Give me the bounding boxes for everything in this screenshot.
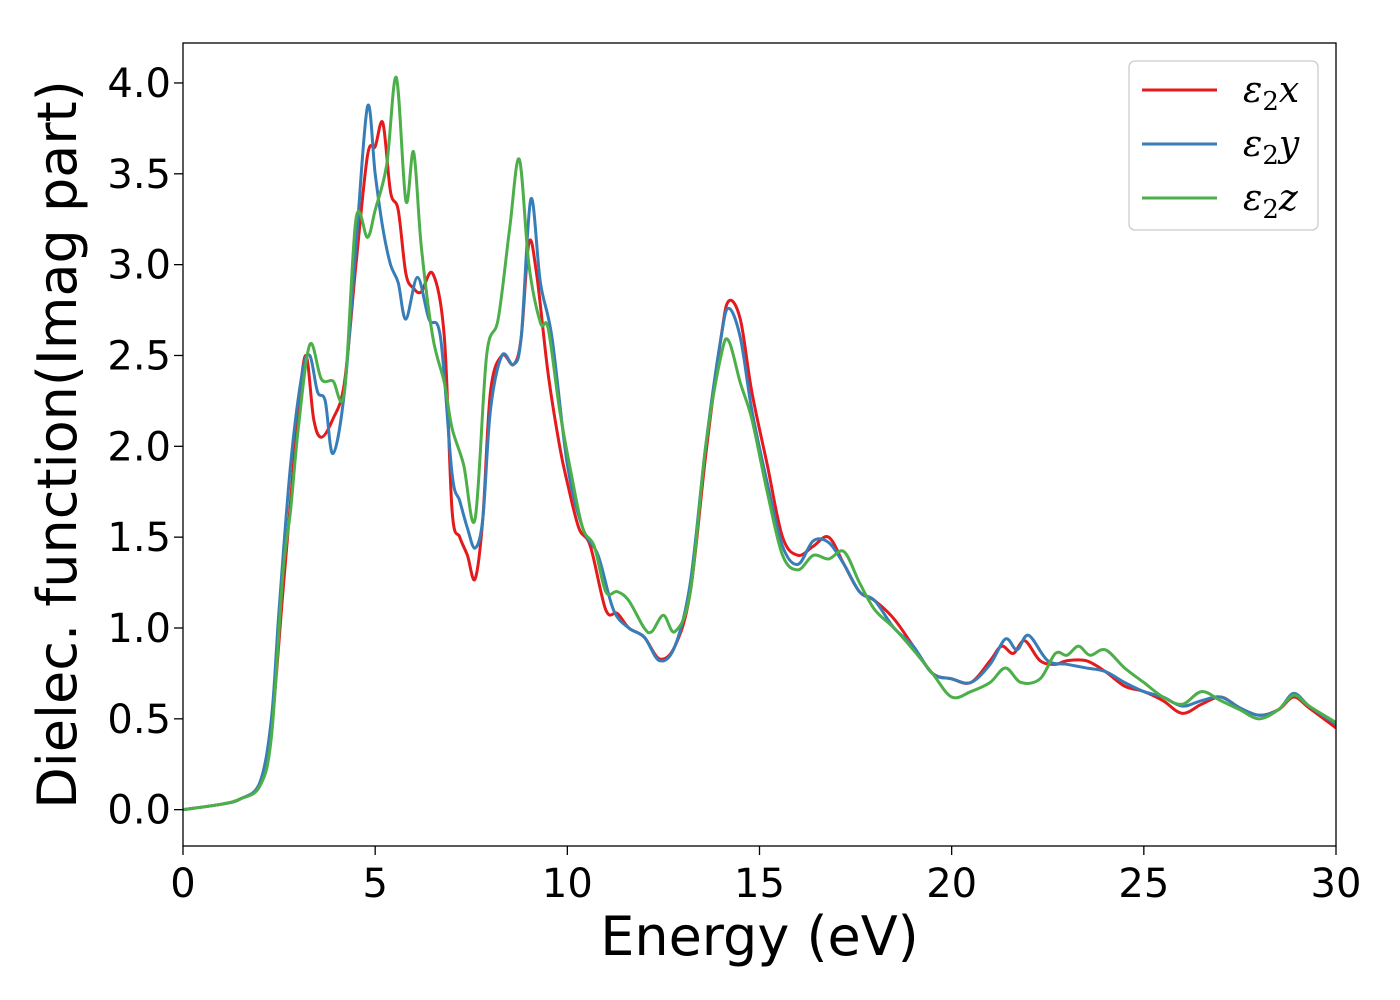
legend-label-y: ε2y xyxy=(1243,124,1300,171)
x-tick-label: 5 xyxy=(362,861,387,907)
x-tick-label: 30 xyxy=(1311,861,1362,907)
x-tick-label: 20 xyxy=(926,861,977,907)
y-tick-label: 1.5 xyxy=(107,515,171,561)
y-tick-label: 2.5 xyxy=(107,333,171,379)
legend-label-x: ε2x xyxy=(1243,70,1299,117)
y-tick-label: 3.0 xyxy=(107,243,171,289)
x-axis-title: Energy (eV) xyxy=(600,905,919,968)
series-line-z xyxy=(183,76,1336,812)
legend-label-z: ε2z xyxy=(1243,178,1299,225)
x-tick-label: 10 xyxy=(542,861,593,907)
x-tick-label: 15 xyxy=(734,861,785,907)
series-lines xyxy=(183,76,1336,812)
y-tick-label: 2.0 xyxy=(107,424,171,470)
legend-box xyxy=(1128,60,1319,231)
y-axis-ticks: 0.0 0.5 1.0 1.5 2.0 2.5 3.0 3.5 4.0 xyxy=(107,61,183,834)
x-tick-label: 0 xyxy=(170,861,195,907)
y-axis-title: Dielec. function(Imag part) xyxy=(26,80,89,809)
x-tick-label: 25 xyxy=(1118,861,1169,907)
y-tick-label: 3.5 xyxy=(107,152,171,198)
y-tick-label: 4.0 xyxy=(107,61,171,107)
plot-frame xyxy=(182,42,1337,847)
legend: ε2x ε2y ε2z xyxy=(1128,60,1319,231)
y-tick-label: 1.0 xyxy=(107,606,171,652)
series-line-y xyxy=(183,103,1336,812)
x-axis-ticks: 0 5 10 15 20 25 30 xyxy=(170,846,1361,907)
y-tick-label: 0.5 xyxy=(107,697,171,743)
y-tick-label: 0.0 xyxy=(107,788,171,834)
